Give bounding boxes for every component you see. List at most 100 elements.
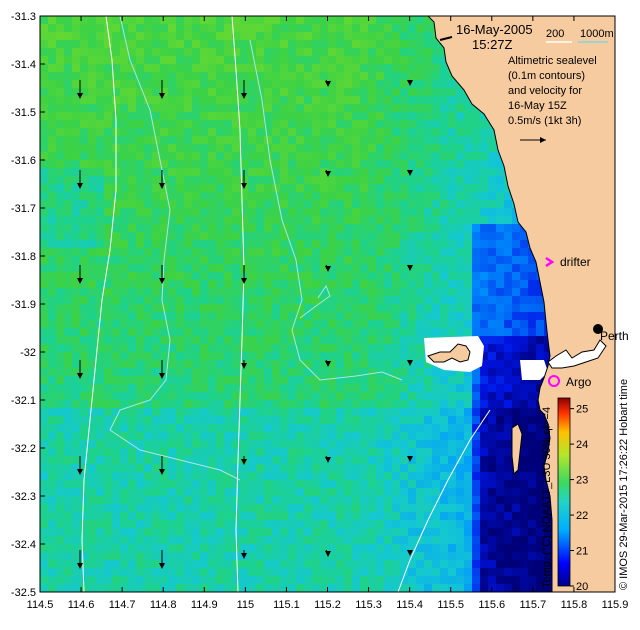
sst-cell [256, 536, 264, 544]
sst-cell [488, 264, 496, 272]
sst-cell [392, 16, 400, 24]
sst-cell [368, 248, 376, 256]
sst-cell [56, 400, 64, 408]
sst-cell [48, 360, 56, 368]
sst-cell [264, 312, 272, 320]
sst-cell [352, 96, 360, 104]
sst-cell [184, 40, 192, 48]
sst-cell [456, 96, 464, 104]
sst-cell [120, 264, 128, 272]
sst-cell [208, 384, 216, 392]
sst-cell [440, 88, 448, 96]
sst-cell [384, 32, 392, 40]
sst-cell [96, 96, 104, 104]
sst-cell [272, 416, 280, 424]
sst-cell [184, 80, 192, 88]
sst-cell [88, 440, 96, 448]
sst-cell [88, 264, 96, 272]
sst-cell [296, 80, 304, 88]
sst-cell [232, 208, 240, 216]
sst-cell [288, 408, 296, 416]
sst-cell [120, 304, 128, 312]
sst-cell [408, 24, 416, 32]
sst-cell [112, 488, 120, 496]
sst-cell [104, 560, 112, 568]
sst-cell [352, 176, 360, 184]
sst-cell [360, 192, 368, 200]
sst-cell [288, 480, 296, 488]
sst-cell [176, 216, 184, 224]
sst-cell [48, 256, 56, 264]
sst-cell [272, 16, 280, 24]
sst-cell [328, 96, 336, 104]
sst-cell [304, 304, 312, 312]
sst-cell [320, 440, 328, 448]
sst-cell [64, 312, 72, 320]
sst-cell [336, 400, 344, 408]
sst-cell [344, 480, 352, 488]
sst-cell [448, 224, 456, 232]
sst-cell [56, 160, 64, 168]
sst-cell [344, 504, 352, 512]
sst-cell [240, 112, 248, 120]
sst-cell [248, 264, 256, 272]
sst-cell [352, 144, 360, 152]
sst-cell [336, 112, 344, 120]
sst-cell [48, 160, 56, 168]
sst-cell [280, 40, 288, 48]
sst-cell [232, 264, 240, 272]
sst-cell [280, 48, 288, 56]
sst-cell [448, 416, 456, 424]
sst-cell [272, 280, 280, 288]
sst-cell [96, 160, 104, 168]
sst-cell [80, 120, 88, 128]
sst-cell [64, 224, 72, 232]
sst-cell [408, 256, 416, 264]
sst-cell [384, 384, 392, 392]
sst-cell [40, 536, 48, 544]
sst-cell [280, 328, 288, 336]
sst-cell [152, 520, 160, 528]
sst-cell [488, 312, 496, 320]
sst-cell [392, 400, 400, 408]
sst-cell [368, 352, 376, 360]
sst-cell [416, 32, 424, 40]
sst-cell [352, 256, 360, 264]
sst-cell [112, 400, 120, 408]
sst-cell [400, 528, 408, 536]
sst-cell [152, 240, 160, 248]
sst-cell [440, 280, 448, 288]
sst-cell [224, 512, 232, 520]
sst-cell [320, 288, 328, 296]
sst-cell [144, 464, 152, 472]
sst-cell [464, 456, 472, 464]
sst-cell [352, 488, 360, 496]
sst-cell [136, 448, 144, 456]
sst-cell [432, 312, 440, 320]
sst-cell [272, 392, 280, 400]
sst-cell [128, 400, 136, 408]
sst-cell [264, 96, 272, 104]
sst-cell [392, 128, 400, 136]
sst-cell [352, 192, 360, 200]
sst-cell [400, 400, 408, 408]
sst-cell [40, 240, 48, 248]
sst-cell [272, 88, 280, 96]
sst-cell [256, 376, 264, 384]
sst-cell [208, 416, 216, 424]
sst-cell [504, 184, 512, 192]
sst-cell [496, 392, 504, 400]
sst-cell [184, 480, 192, 488]
sst-cell [432, 264, 440, 272]
sst-cell [400, 216, 408, 224]
sst-cell [464, 496, 472, 504]
sst-cell [400, 432, 408, 440]
sst-cell [64, 512, 72, 520]
sst-cell [72, 376, 80, 384]
sst-cell [328, 480, 336, 488]
sst-cell [432, 496, 440, 504]
sst-cell [280, 256, 288, 264]
sst-cell [136, 568, 144, 576]
sst-cell [136, 528, 144, 536]
sst-cell [288, 336, 296, 344]
